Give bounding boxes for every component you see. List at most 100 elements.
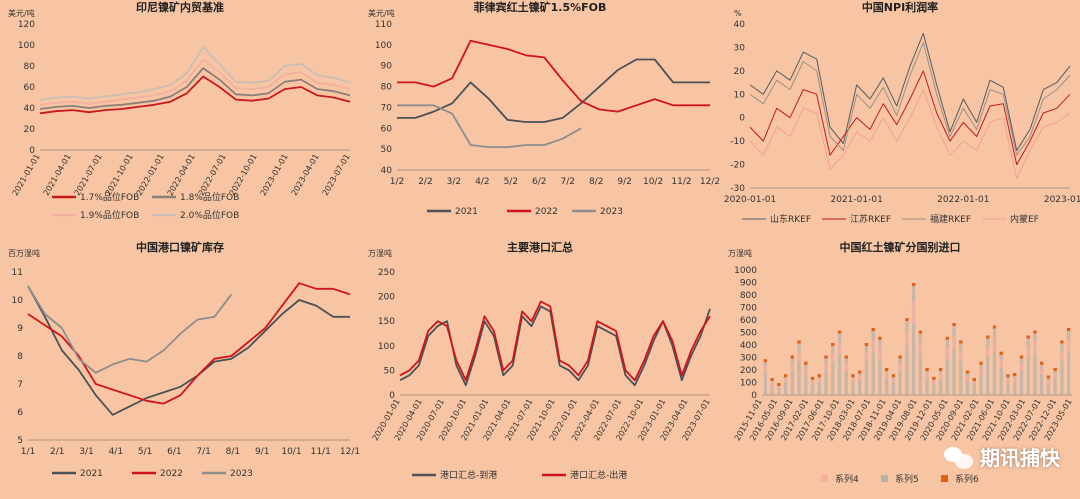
y-tick-label: 100 [375, 41, 392, 51]
legend-entry: 2022 [160, 469, 183, 479]
legend-entry: 2021 [455, 207, 478, 217]
unit-label: 美元/吨 [368, 8, 395, 18]
x-tick-label: 2022-01-01 [937, 195, 989, 205]
bar-series6 [864, 343, 869, 346]
bar-series5 [797, 342, 801, 395]
legend-entry: 内蒙EF [1010, 213, 1039, 225]
bar-series4 [938, 373, 943, 379]
bar-series5 [1013, 375, 1017, 395]
y-tick-label: 100 [18, 41, 35, 51]
series-line-港口汇总-出港 [399, 300, 711, 382]
legend-swatch [881, 475, 888, 482]
bar-series5 [965, 372, 970, 395]
bar-series6 [965, 370, 970, 374]
x-tick-label: 2022-04-01 [166, 153, 197, 198]
bar-series6 [783, 374, 788, 378]
bar-series4 [932, 381, 936, 385]
x-tick-label: 2023-07-01 [321, 153, 352, 198]
y-tick-label: 50 [384, 366, 396, 376]
bar-series6 [1060, 340, 1064, 344]
x-tick-label: 2022-07-01 [197, 153, 228, 198]
series-line-2.0%品位FOB [39, 46, 351, 101]
bar-series4 [945, 347, 950, 359]
legend-entry: 系列6 [955, 473, 979, 485]
x-tick-label: 5/2 [504, 177, 518, 187]
x-tick-label: 6/1 [167, 447, 181, 457]
legend-entry: 1.7%品位FOB [80, 191, 139, 203]
x-tick-label: 10/1 [281, 447, 301, 457]
bar-series4 [1053, 373, 1057, 379]
bar-series5 [783, 376, 788, 395]
bar-series5 [1006, 376, 1010, 395]
bar-series6 [992, 325, 997, 329]
x-tick-label: 2021-10-01 [104, 153, 135, 198]
chart-svg: 菲律宾红土镍矿1.5%FOB 美元/吨 40 50 60 70 80 90 100 110 1/2 2… [368, 0, 720, 217]
x-tick-label: 12/2 [700, 177, 720, 187]
bar-series5 [790, 357, 795, 395]
y-tick-label: 5 [17, 436, 23, 446]
bar-series5 [884, 370, 889, 395]
x-tick-label: 2021-01-01 [831, 195, 883, 205]
series-line-2021 [27, 285, 350, 416]
bar-series5 [932, 378, 936, 395]
bar-series5 [864, 345, 869, 395]
bar-series4 [1066, 339, 1071, 353]
bar-series6 [804, 361, 808, 365]
bar-series6 [824, 355, 828, 359]
y-tick-label: 8 [17, 352, 23, 362]
y-tick-label: 100 [378, 342, 395, 352]
bar-series4 [824, 363, 828, 371]
y-tick-label: 6 [17, 408, 23, 418]
x-tick-label: 4/2 [475, 177, 489, 187]
series-line-港口汇总-到港 [399, 305, 711, 387]
bar-series5 [878, 338, 882, 395]
bar-series5 [911, 285, 916, 395]
chart-title: 中国NPI利润率 [862, 0, 938, 14]
bar-series5 [1060, 342, 1064, 395]
bar-series5 [1033, 332, 1037, 395]
chart-title: 印尼镍矿内贸基准 [136, 0, 224, 14]
bar-series6 [810, 376, 815, 380]
bar-series4 [1026, 346, 1030, 358]
legend-entry: 山东RKEF [770, 213, 811, 225]
y-tick-label: 0 [389, 391, 395, 401]
bar-series6 [905, 318, 909, 321]
y-tick-label: 40 [734, 20, 746, 30]
bar-series6 [817, 374, 821, 378]
chart-svg: 主要港口汇总万湿吨0501001502002502020-01-012020-0… [368, 240, 712, 481]
y-tick-label: 150 [378, 317, 395, 327]
bar-series6 [972, 378, 976, 381]
y-tick-label: 30 [734, 43, 746, 53]
bar-series6 [884, 368, 889, 371]
bar-series4 [763, 366, 768, 374]
bar-series4 [965, 375, 970, 381]
legend-swatch [941, 475, 948, 482]
chart-main-ports-summary: 主要港口汇总 万湿吨 0 50 100 150 200 250 2020-01-01 2020-0… [360, 240, 720, 495]
bar-series6 [891, 374, 896, 378]
bar-series6 [858, 370, 862, 374]
x-tick-label: 2020-01-01 [724, 195, 776, 205]
x-tick-label: 7/2 [560, 177, 574, 187]
bar-series4 [851, 379, 855, 383]
unit-label: 美元/吨 [8, 8, 35, 18]
x-tick-label: 2023-04-01 [290, 153, 321, 198]
y-tick-label: 80 [381, 83, 393, 93]
bar-series4 [1046, 380, 1051, 384]
series-line-1.7%品位FOB [39, 75, 351, 115]
bar-series4 [871, 339, 875, 353]
chart-svg: 中国NPI利润率% -30 -20 -10 0 10 20 30 40 2020-01-01 202… [724, 0, 1080, 225]
x-tick-label: 8/1 [226, 447, 240, 457]
legend-entry: 福建RKEF [930, 213, 971, 225]
series-line-2023 [27, 285, 233, 374]
bar-series4 [777, 386, 781, 389]
bar-series6 [777, 383, 781, 386]
bar-series5 [871, 330, 875, 395]
series-line-1.9%品位FOB [39, 58, 351, 106]
y-tick-label: 50 [381, 145, 393, 155]
x-tick-label: 9/2 [617, 177, 631, 187]
bar-series4 [837, 341, 842, 355]
bar-series4 [810, 381, 815, 385]
x-tick-label: 2022-01-01 [135, 153, 166, 198]
